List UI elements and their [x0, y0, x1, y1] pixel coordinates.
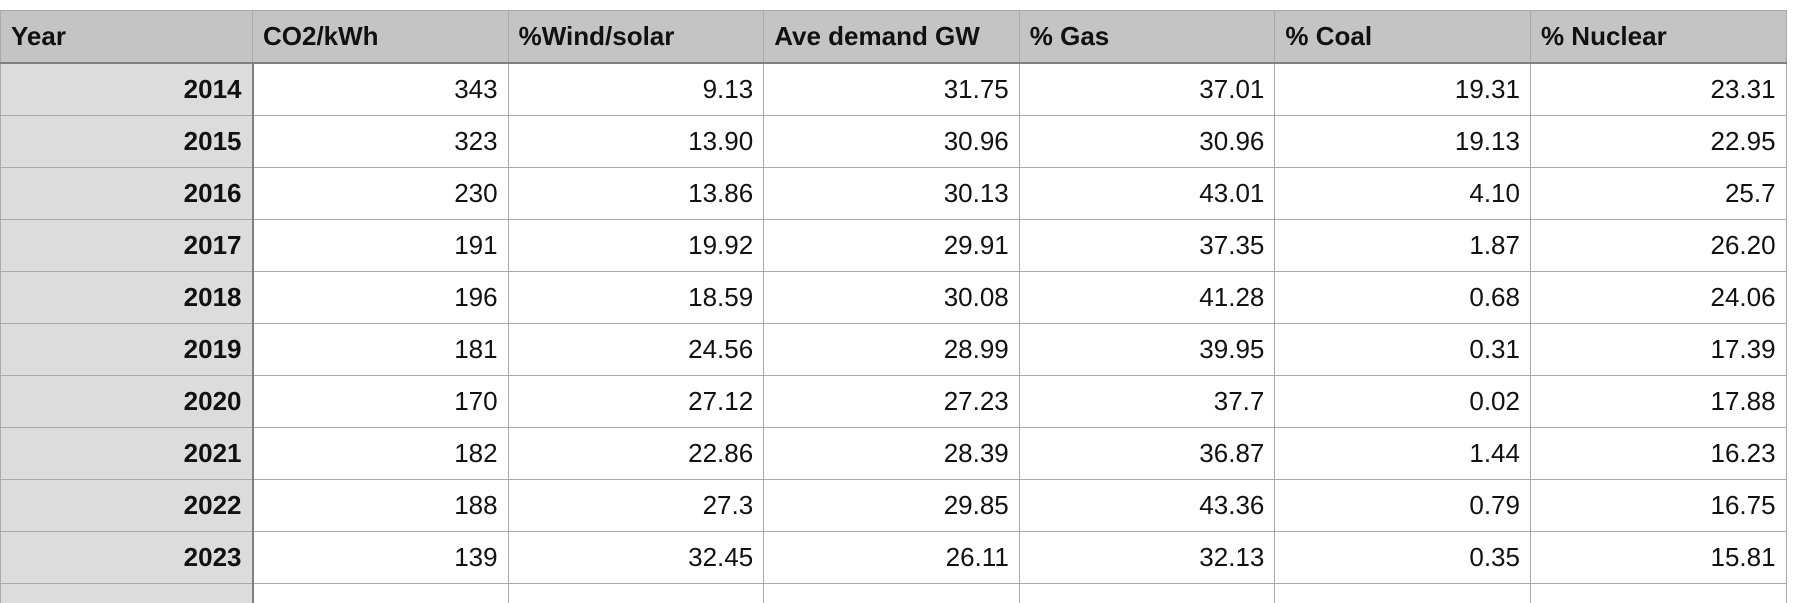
- cell-coal[interactable]: 0.79: [1274, 478, 1531, 532]
- cell-gas[interactable]: 32.13: [1018, 530, 1276, 584]
- header-gas[interactable]: % Gas: [1018, 10, 1276, 64]
- row-header-year[interactable]: 2023: [0, 530, 254, 584]
- empty-cell[interactable]: [1018, 582, 1276, 603]
- table-row: 2020 170 27.12 27.23 37.7 0.02 17.88: [0, 374, 1787, 428]
- cell-ave-demand[interactable]: 29.85: [763, 478, 1020, 532]
- spreadsheet-table: Year CO2/kWh %Wind/solar Ave demand GW %…: [0, 10, 1787, 603]
- header-row: Year CO2/kWh %Wind/solar Ave demand GW %…: [0, 10, 1787, 64]
- table-body: 2014 343 9.13 31.75 37.01 19.31 23.31 2015 323 13…: [0, 62, 1787, 603]
- row-header-year[interactable]: 2021: [0, 426, 254, 480]
- cell-coal[interactable]: 0.31: [1274, 322, 1531, 376]
- cell-nuclear[interactable]: 15.81: [1529, 530, 1787, 584]
- cell-nuclear[interactable]: 17.88: [1529, 374, 1787, 428]
- row-header-year[interactable]: 2015: [0, 114, 254, 168]
- cell-gas[interactable]: 39.95: [1018, 322, 1276, 376]
- cell-gas[interactable]: 43.01: [1018, 166, 1276, 220]
- cell-co2-kwh[interactable]: 139: [252, 530, 509, 584]
- table-row: 2016 230 13.86 30.13 43.01 4.10 25.7: [0, 166, 1787, 220]
- row-header-year[interactable]: 2017: [0, 218, 254, 272]
- cell-co2-kwh[interactable]: 230: [252, 166, 509, 220]
- cell-coal[interactable]: 0.68: [1274, 270, 1531, 324]
- header-ave-demand[interactable]: Ave demand GW: [763, 10, 1020, 64]
- cell-coal[interactable]: 0.02: [1274, 374, 1531, 428]
- table-row: 2017 191 19.92 29.91 37.35 1.87 26.20: [0, 218, 1787, 272]
- cell-coal[interactable]: 0.35: [1274, 530, 1531, 584]
- header-co2-kwh[interactable]: CO2/kWh: [252, 10, 509, 64]
- table-row: 2023 139 32.45 26.11 32.13 0.35 15.81: [0, 530, 1787, 584]
- cell-co2-kwh[interactable]: 323: [252, 114, 509, 168]
- cell-wind-solar[interactable]: 19.92: [507, 218, 765, 272]
- cell-wind-solar[interactable]: 9.13: [507, 62, 765, 116]
- cell-gas[interactable]: 37.01: [1018, 62, 1276, 116]
- empty-cell[interactable]: [1274, 582, 1531, 603]
- cell-coal[interactable]: 19.13: [1274, 114, 1531, 168]
- cell-nuclear[interactable]: 17.39: [1529, 322, 1787, 376]
- row-header-empty[interactable]: [0, 582, 254, 603]
- row-header-year[interactable]: 2019: [0, 322, 254, 376]
- cell-wind-solar[interactable]: 18.59: [507, 270, 765, 324]
- header-row-group: Year CO2/kWh %Wind/solar Ave demand GW %…: [0, 10, 1787, 64]
- row-header-year[interactable]: 2014: [0, 62, 254, 116]
- table-row: 2019 181 24.56 28.99 39.95 0.31 17.39: [0, 322, 1787, 376]
- cell-ave-demand[interactable]: 31.75: [763, 62, 1020, 116]
- row-header-year[interactable]: 2022: [0, 478, 254, 532]
- cell-wind-solar[interactable]: 22.86: [507, 426, 765, 480]
- empty-cell[interactable]: [763, 582, 1020, 603]
- row-header-year[interactable]: 2018: [0, 270, 254, 324]
- cell-co2-kwh[interactable]: 181: [252, 322, 509, 376]
- header-wind-solar[interactable]: %Wind/solar: [507, 10, 765, 64]
- table-row: 2014 343 9.13 31.75 37.01 19.31 23.31: [0, 62, 1787, 116]
- cell-nuclear[interactable]: 24.06: [1529, 270, 1787, 324]
- cell-ave-demand[interactable]: 28.99: [763, 322, 1020, 376]
- cell-nuclear[interactable]: 26.20: [1529, 218, 1787, 272]
- header-nuclear[interactable]: % Nuclear: [1529, 10, 1787, 64]
- table-row: 2021 182 22.86 28.39 36.87 1.44 16.23: [0, 426, 1787, 480]
- row-header-year[interactable]: 2016: [0, 166, 254, 220]
- header-year[interactable]: Year: [0, 10, 253, 64]
- cell-gas[interactable]: 41.28: [1018, 270, 1276, 324]
- table-row: 2022 188 27.3 29.85 43.36 0.79 16.75: [0, 478, 1787, 532]
- cell-nuclear[interactable]: 22.95: [1529, 114, 1787, 168]
- cell-ave-demand[interactable]: 30.08: [763, 270, 1020, 324]
- table-row: 2018 196 18.59 30.08 41.28 0.68 24.06: [0, 270, 1787, 324]
- cell-wind-solar[interactable]: 24.56: [507, 322, 765, 376]
- cell-ave-demand[interactable]: 26.11: [763, 530, 1020, 584]
- cell-co2-kwh[interactable]: 170: [252, 374, 509, 428]
- cell-wind-solar[interactable]: 27.3: [507, 478, 765, 532]
- cell-coal[interactable]: 1.87: [1274, 218, 1531, 272]
- cell-gas[interactable]: 37.35: [1018, 218, 1276, 272]
- cell-ave-demand[interactable]: 27.23: [763, 374, 1020, 428]
- header-coal[interactable]: % Coal: [1274, 10, 1531, 64]
- cell-ave-demand[interactable]: 30.96: [763, 114, 1020, 168]
- cell-nuclear[interactable]: 25.7: [1529, 166, 1787, 220]
- cell-nuclear[interactable]: 16.75: [1529, 478, 1787, 532]
- cell-ave-demand[interactable]: 30.13: [763, 166, 1020, 220]
- cell-coal[interactable]: 4.10: [1274, 166, 1531, 220]
- cell-gas[interactable]: 43.36: [1018, 478, 1276, 532]
- empty-cell[interactable]: [1529, 582, 1787, 603]
- cell-ave-demand[interactable]: 29.91: [763, 218, 1020, 272]
- cell-ave-demand[interactable]: 28.39: [763, 426, 1020, 480]
- table-row: 2015 323 13.90 30.96 30.96 19.13 22.95: [0, 114, 1787, 168]
- cell-co2-kwh[interactable]: 191: [252, 218, 509, 272]
- empty-cell[interactable]: [252, 582, 509, 603]
- cell-co2-kwh[interactable]: 343: [252, 62, 509, 116]
- cell-coal[interactable]: 1.44: [1274, 426, 1531, 480]
- cell-co2-kwh[interactable]: 182: [252, 426, 509, 480]
- cell-wind-solar[interactable]: 32.45: [507, 530, 765, 584]
- row-header-year[interactable]: 2020: [0, 374, 254, 428]
- cell-wind-solar[interactable]: 27.12: [507, 374, 765, 428]
- cell-co2-kwh[interactable]: 188: [252, 478, 509, 532]
- cell-nuclear[interactable]: 23.31: [1529, 62, 1787, 116]
- cell-nuclear[interactable]: 16.23: [1529, 426, 1787, 480]
- cell-wind-solar[interactable]: 13.90: [507, 114, 765, 168]
- empty-cell[interactable]: [507, 582, 765, 603]
- cell-coal[interactable]: 19.31: [1274, 62, 1531, 116]
- cell-gas[interactable]: 36.87: [1018, 426, 1276, 480]
- cell-gas[interactable]: 30.96: [1018, 114, 1276, 168]
- table-row-partial: [0, 582, 1787, 603]
- cell-gas[interactable]: 37.7: [1018, 374, 1276, 428]
- cell-wind-solar[interactable]: 13.86: [507, 166, 765, 220]
- cell-co2-kwh[interactable]: 196: [252, 270, 509, 324]
